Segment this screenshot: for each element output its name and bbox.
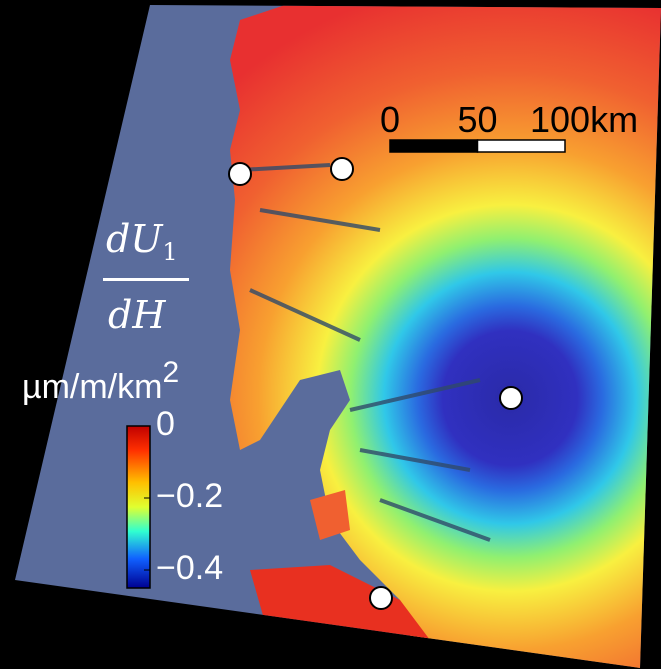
map-figure: 0 50 100km dU1 dH µm/m/km2 0 −0.2 −0.4 bbox=[0, 0, 661, 669]
scale-tick-label: 100km bbox=[530, 99, 638, 140]
scale-tick-label: 50 bbox=[457, 99, 497, 140]
station bbox=[229, 163, 251, 185]
subscript: 1 bbox=[162, 238, 177, 266]
fraction-bar bbox=[103, 278, 189, 281]
station bbox=[500, 387, 522, 409]
unit-text: µm/m/km bbox=[22, 368, 162, 406]
colorbar-tick-label: −0.4 bbox=[156, 549, 223, 587]
numerator: dU bbox=[106, 217, 164, 261]
scale-segment bbox=[478, 140, 566, 152]
unit-exponent: 2 bbox=[162, 356, 179, 389]
label-denominator: dH bbox=[108, 293, 166, 337]
station bbox=[370, 587, 392, 609]
colorbar-tick-label: −0.2 bbox=[156, 477, 223, 515]
station bbox=[331, 158, 353, 180]
colorbar-scale bbox=[127, 426, 150, 588]
scale-segment bbox=[390, 140, 478, 152]
colorbar-tick-label: 0 bbox=[156, 405, 175, 443]
scale-tick-label: 0 bbox=[380, 99, 400, 140]
